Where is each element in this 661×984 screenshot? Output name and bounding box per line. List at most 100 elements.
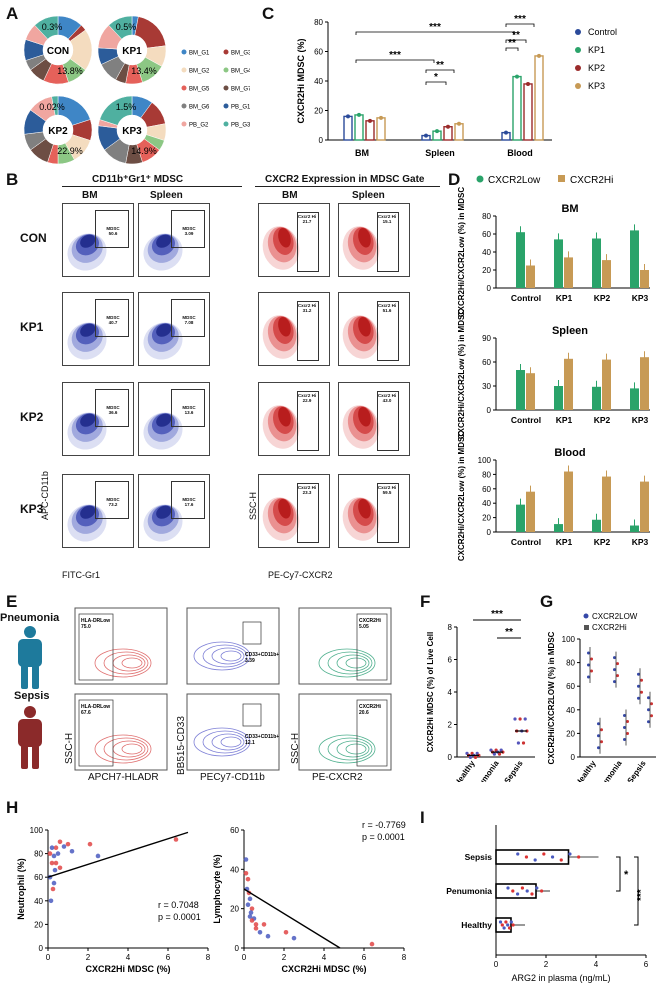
- c-legend-swatch: [575, 65, 581, 71]
- e-gate: [78, 699, 114, 767]
- g-category: Pneumonia: [592, 759, 624, 782]
- density-contour: [156, 505, 172, 519]
- gate-value: Cxcr2 Hi 43.0: [377, 393, 397, 403]
- flow-plot: Cxcr2 Hi 59.5: [338, 474, 410, 548]
- h-point: [53, 845, 59, 850]
- g-point: [626, 720, 629, 723]
- g-legend-low-swatch: [583, 613, 589, 619]
- h-point: [265, 933, 271, 939]
- e-gate: [356, 613, 388, 681]
- legend-swatch-pb_g3: [223, 121, 229, 127]
- e-contour: [202, 730, 248, 754]
- h-ylabel: Lymphocyte (%): [212, 854, 222, 923]
- h-xtick-label: 8: [206, 953, 211, 962]
- flow-plot: Cxcr2 Hi 21.7: [258, 203, 330, 277]
- gate-box: [377, 391, 399, 451]
- i-point: [542, 852, 546, 856]
- density-contour: [156, 323, 172, 337]
- h-point: [55, 851, 61, 856]
- f-point: [518, 717, 522, 721]
- person-pneumonia-icon: [18, 626, 42, 689]
- legend-label-bm_g5: BM_G5: [189, 87, 210, 93]
- g-point: [647, 720, 650, 724]
- d-category: KP2: [594, 537, 611, 547]
- gate-value: MDSC 40.7: [106, 315, 120, 325]
- d-ylabel: CXCR2Hi/CXCR2Low (%) in MDSC: [457, 309, 466, 439]
- density-contour: [358, 406, 371, 427]
- density-contour: [278, 316, 291, 337]
- e-contour: [193, 641, 251, 671]
- i-point: [568, 852, 572, 856]
- gate-value: Cxcr2 Hi 51.6: [377, 303, 397, 313]
- e-contour: [94, 734, 152, 764]
- h-point: [291, 935, 297, 941]
- g-legend-low: CXCR2LOW: [592, 612, 638, 621]
- d-bar: [554, 239, 563, 288]
- panel-i-chart: 0 2 4 6 ARG2 in plasma (ng/mL) Sepsis Penumoni…: [446, 825, 649, 983]
- h-xtick-label: 2: [86, 953, 91, 962]
- d-bar: [516, 232, 525, 288]
- e-plot-frame: [74, 607, 168, 685]
- legend-label-bm_g2: BM_G2: [189, 69, 210, 75]
- density-contour: [358, 498, 371, 519]
- c-sig-label: **: [436, 60, 444, 71]
- density-contour: [278, 498, 291, 519]
- c-ylabel: CXCR2Hi MDSC (%): [296, 38, 306, 123]
- c-bar-kp3: [534, 55, 544, 141]
- i-point: [559, 858, 563, 862]
- d-ytick-label: 60: [482, 485, 491, 494]
- h-point: [49, 845, 55, 850]
- g-point: [597, 734, 600, 738]
- d-bar: [564, 358, 573, 410]
- h-point: [247, 914, 253, 919]
- d-ytick-label: 60: [482, 358, 491, 367]
- h-xtick-label: 4: [126, 953, 131, 962]
- f-point: [516, 741, 520, 745]
- e-gate-label: CXCR2Hi: [359, 618, 382, 624]
- panel-label-g: G: [540, 592, 554, 611]
- gate-box: [171, 481, 205, 519]
- e-contour: [121, 743, 143, 755]
- header-rule-right: [255, 186, 440, 187]
- f-ytick-label: 2: [448, 721, 453, 730]
- b-xaxis-left: FITC-Gr1: [62, 570, 100, 580]
- d-legend-hi: CXCR2Hi: [570, 175, 613, 186]
- h-ytick-label: 20: [34, 920, 43, 929]
- e-plot-frame: [74, 693, 168, 771]
- c-legend-swatch: [575, 29, 581, 35]
- d-bar: [516, 504, 525, 532]
- gate-value: Cxcr2 Hi 15.1: [377, 214, 397, 224]
- flow-plot: Cxcr2 Hi 31.2: [258, 292, 330, 366]
- d-category: KP2: [594, 293, 611, 303]
- d-ytick-label: 90: [482, 334, 491, 343]
- donut-hole: [43, 35, 73, 65]
- h-point: [249, 906, 255, 911]
- e-contour: [121, 657, 143, 669]
- panel-d-charts: CXCR2Low CXCR2Hi BM 0 20 40 60 80 Control KP1 KP2 K…: [457, 175, 650, 561]
- h-point: [61, 844, 67, 849]
- gate-value: MDSC 50.6: [106, 226, 120, 236]
- col-bm-2: BM: [282, 190, 298, 201]
- e-contour: [94, 648, 152, 678]
- h-point: [283, 929, 289, 935]
- g-point: [623, 714, 626, 717]
- d-bar: [640, 357, 649, 410]
- h-point: [95, 853, 101, 859]
- d-ytick-label: 0: [487, 528, 492, 537]
- gate-box: [95, 481, 129, 519]
- d-ytick-label: 0: [487, 284, 492, 293]
- e-gate-label: HLA-DRLow: [81, 704, 110, 710]
- e-gate: [356, 699, 388, 767]
- gate-value: Cxcr2 Hi 21.7: [297, 214, 317, 224]
- c-sig-label: *: [434, 72, 438, 83]
- e-contour: [345, 743, 367, 755]
- gate-box: [377, 483, 399, 543]
- i-point: [535, 886, 539, 890]
- density-contour: [278, 406, 291, 427]
- panel-label-b: B: [6, 170, 19, 189]
- h-xtick-label: 8: [402, 953, 407, 962]
- b-yaxis-left: APC-CD11b: [40, 471, 50, 520]
